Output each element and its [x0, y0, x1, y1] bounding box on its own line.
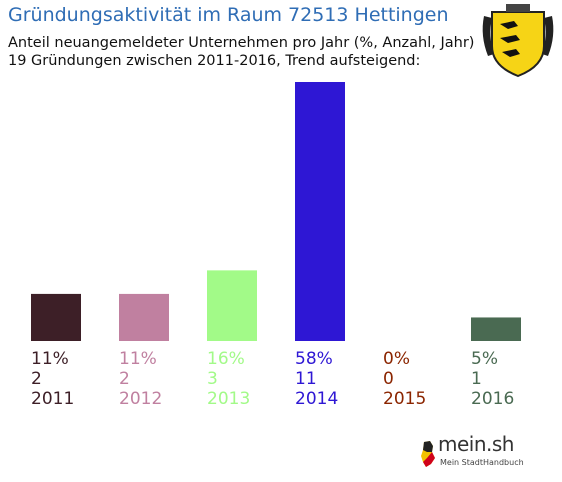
year-label-2011: 2011	[31, 389, 74, 409]
brand-name: mein.sh	[438, 432, 514, 456]
bar-2016	[471, 317, 521, 341]
percent-label-2015: 0%	[383, 349, 410, 369]
percent-label-2012: 11%	[119, 349, 157, 369]
count-label-2015: 0	[383, 369, 394, 389]
count-label-2014: 11	[295, 369, 317, 389]
year-label-2015: 2015	[383, 389, 426, 409]
bar-2014	[295, 82, 345, 341]
year-label-2014: 2014	[295, 389, 338, 409]
year-label-2012: 2012	[119, 389, 162, 409]
brand-logo[interactable]: mein.sh Mein StadtHandbuch	[418, 432, 524, 474]
count-label-2011: 2	[31, 369, 42, 389]
germany-map-icon	[421, 441, 435, 467]
bar-2013	[207, 270, 257, 341]
bar-2012	[119, 293, 169, 341]
year-label-2013: 2013	[207, 389, 250, 409]
percent-label-2016: 5%	[471, 349, 498, 369]
percent-label-2014: 58%	[295, 349, 333, 369]
percent-label-2013: 16%	[207, 349, 245, 369]
coat-of-arms-icon	[482, 4, 554, 78]
chart-summary: 19 Gründungen zwischen 2011-2016, Trend …	[8, 53, 421, 69]
brand-tagline: Mein StadtHandbuch	[440, 458, 524, 467]
chart-title: Gründungsaktivität im Raum 72513 Hetting…	[8, 4, 449, 26]
chart-subtitle: Anteil neuangemeldeter Unternehmen pro J…	[8, 35, 475, 51]
percent-label-2011: 11%	[31, 349, 69, 369]
year-label-2016: 2016	[471, 389, 514, 409]
bar-2011	[31, 293, 81, 341]
count-label-2013: 3	[207, 369, 218, 389]
count-label-2016: 1	[471, 369, 482, 389]
count-label-2012: 2	[119, 369, 130, 389]
